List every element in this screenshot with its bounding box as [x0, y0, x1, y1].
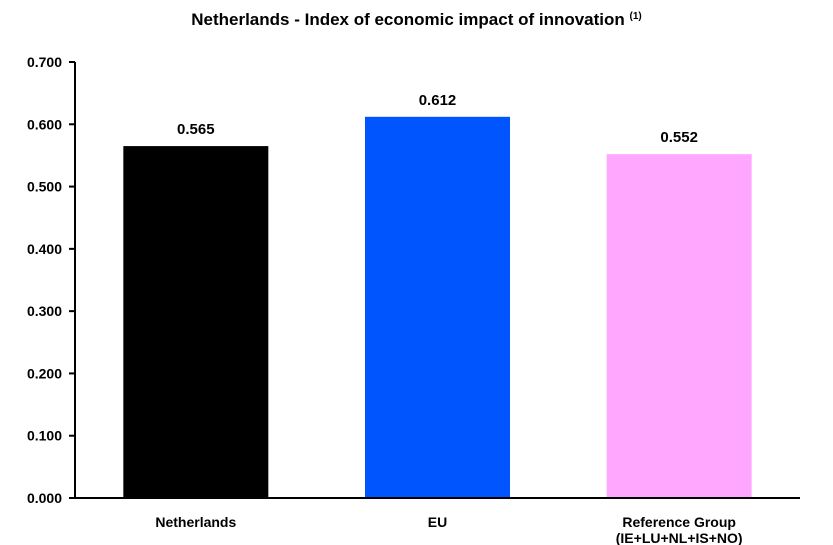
x-category-label: Netherlands	[155, 514, 236, 530]
bar-value-label: 0.552	[660, 129, 698, 146]
x-category-label: Reference Group	[622, 514, 736, 530]
y-tick-label: 0.000	[27, 490, 62, 506]
bar-value-label: 0.565	[177, 121, 215, 138]
x-category-sublabel: (IE+LU+NL+IS+NO)	[616, 530, 743, 545]
bar-group: 0.565 Netherlands 0.612 EU 0.552 Reference Gr…	[123, 92, 752, 545]
bar-value-label: 0.612	[419, 92, 457, 109]
y-tick-label: 0.400	[27, 241, 62, 257]
y-tick-label: 0.200	[27, 365, 62, 381]
y-axis-ticks: 0.000 0.100 0.200 0.300 0.400 0.500 0.600 0.700	[27, 54, 75, 506]
chart-title: Netherlands - Index of economic impact o…	[0, 10, 833, 30]
bar	[123, 146, 269, 499]
chart-title-footnote: (1)	[629, 11, 642, 22]
bar	[606, 154, 752, 498]
chart-title-text: Netherlands - Index of economic impact o…	[191, 10, 625, 29]
y-tick-label: 0.500	[27, 179, 62, 195]
x-category-label: EU	[428, 514, 447, 530]
y-tick-label: 0.300	[27, 303, 62, 319]
bar	[365, 116, 510, 498]
y-tick-label: 0.100	[27, 428, 62, 444]
y-tick-label: 0.700	[27, 54, 62, 70]
y-tick-label: 0.600	[27, 116, 62, 132]
